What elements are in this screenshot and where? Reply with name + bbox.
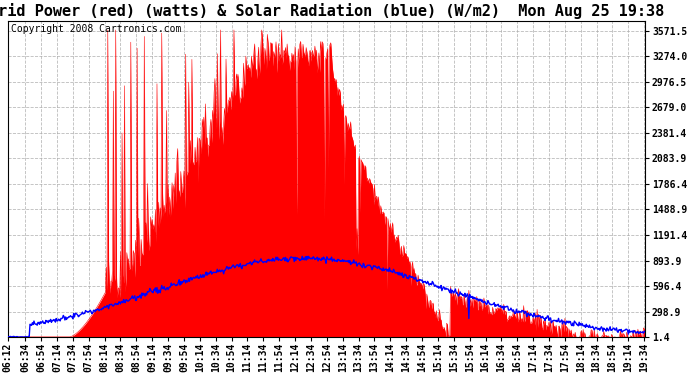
Text: Copyright 2008 Cartronics.com: Copyright 2008 Cartronics.com — [11, 24, 181, 34]
Title: Grid Power (red) (watts) & Solar Radiation (blue) (W/m2)  Mon Aug 25 19:38: Grid Power (red) (watts) & Solar Radiati… — [0, 3, 664, 19]
